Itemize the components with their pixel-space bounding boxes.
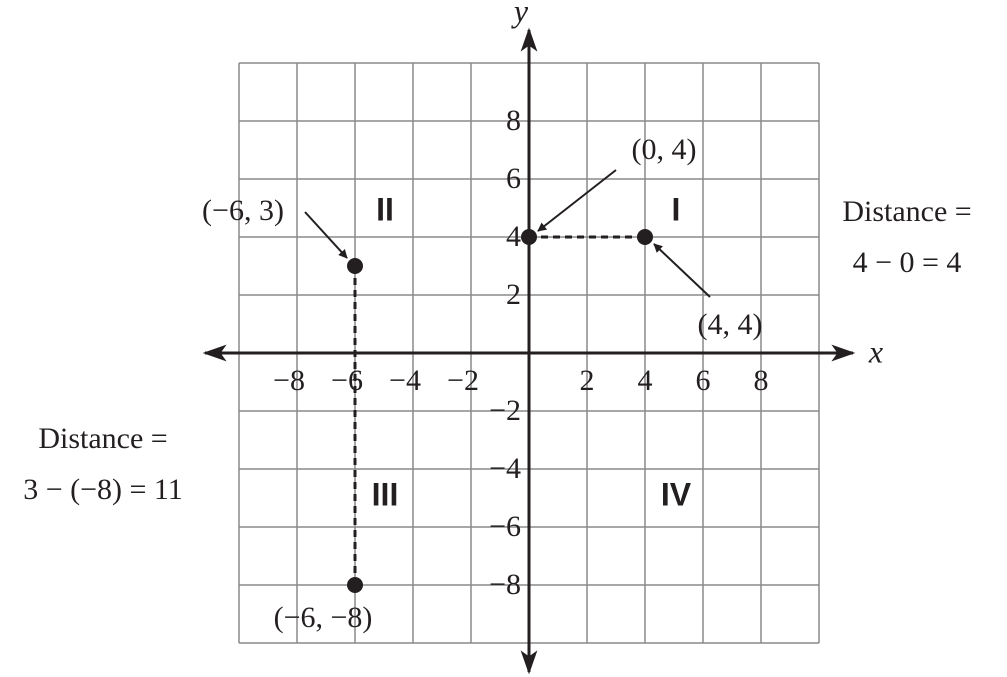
point: [521, 229, 537, 245]
x-tick-label: 8: [754, 364, 769, 397]
y-tick-label: −4: [489, 452, 521, 485]
y-tick-label: −8: [489, 568, 521, 601]
y-tick-label: 8: [506, 104, 521, 137]
pointer-arrow: [537, 169, 617, 232]
marks: −8 −6 −4 −2 2 4 6 8 −8 −6 −4 −2 2 4 6 8 x y (0, 4) (4, 4) (−…: [23, 0, 972, 675]
x-tick-label: 4: [638, 364, 653, 397]
point-label: (0, 4): [632, 133, 697, 166]
x-axis-label: x: [868, 333, 883, 369]
quadrant-label: I: [672, 191, 681, 227]
point-label: (4, 4): [698, 308, 763, 341]
quadrant-label: IV: [661, 476, 692, 512]
x-tick-label: −8: [273, 364, 305, 397]
x-tick-label: −6: [331, 364, 363, 397]
y-tick-label: −6: [489, 510, 521, 543]
y-tick-label: −2: [489, 394, 521, 427]
pointer-arrow: [653, 243, 711, 298]
distance-annotation: 4 − 0 = 4: [853, 246, 962, 279]
quadrant-label: III: [372, 476, 399, 512]
distance-annotation: 3 − (−8) = 11: [23, 473, 183, 506]
pointer-arrow: [304, 211, 348, 259]
point: [347, 577, 363, 593]
x-tick-label: 6: [696, 364, 711, 397]
point-label: (−6, 3): [202, 194, 284, 227]
y-axis-label: y: [511, 0, 529, 28]
point-label: (−6, −8): [274, 601, 373, 634]
x-tick-label: −4: [389, 364, 421, 397]
y-tick-label: 2: [506, 278, 521, 311]
point: [347, 258, 363, 274]
x-tick-label: 2: [580, 364, 595, 397]
point: [637, 229, 653, 245]
x-tick-label: −2: [447, 364, 479, 397]
y-tick-label: 4: [506, 220, 521, 253]
distance-annotation: Distance =: [38, 422, 167, 455]
distance-annotation: Distance =: [842, 195, 971, 228]
quadrant-label: II: [376, 191, 394, 227]
y-tick-label: 6: [506, 162, 521, 195]
